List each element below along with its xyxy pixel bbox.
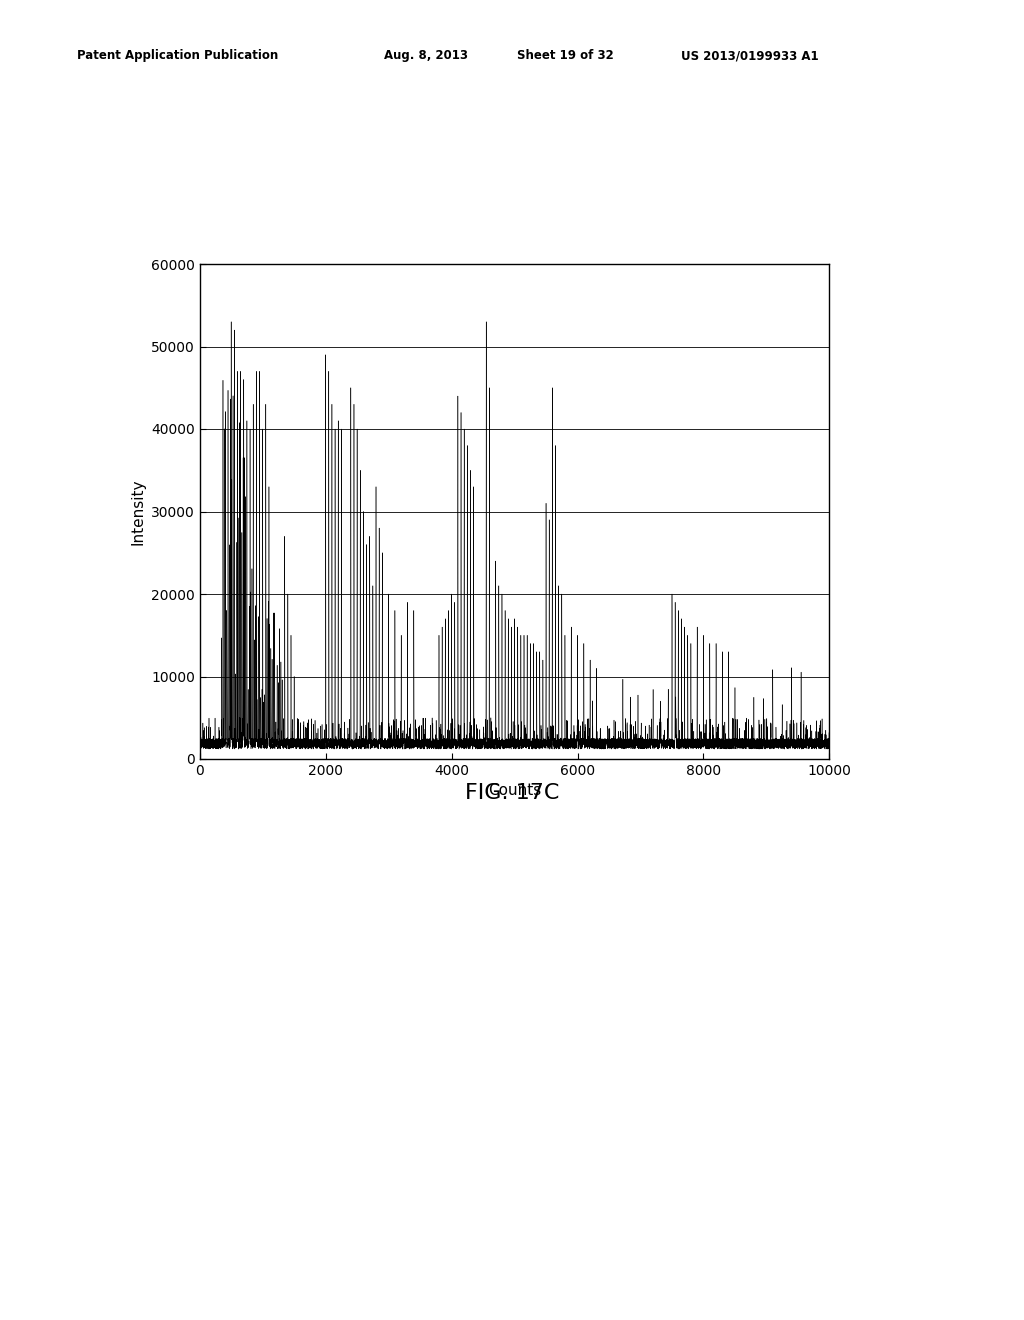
Text: FIG. 17C: FIG. 17C	[465, 783, 559, 803]
Text: Patent Application Publication: Patent Application Publication	[77, 49, 279, 62]
Text: Aug. 8, 2013: Aug. 8, 2013	[384, 49, 468, 62]
Text: US 2013/0199933 A1: US 2013/0199933 A1	[681, 49, 818, 62]
Text: Sheet 19 of 32: Sheet 19 of 32	[517, 49, 613, 62]
X-axis label: Counts: Counts	[487, 783, 542, 799]
Y-axis label: Intensity: Intensity	[130, 478, 145, 545]
